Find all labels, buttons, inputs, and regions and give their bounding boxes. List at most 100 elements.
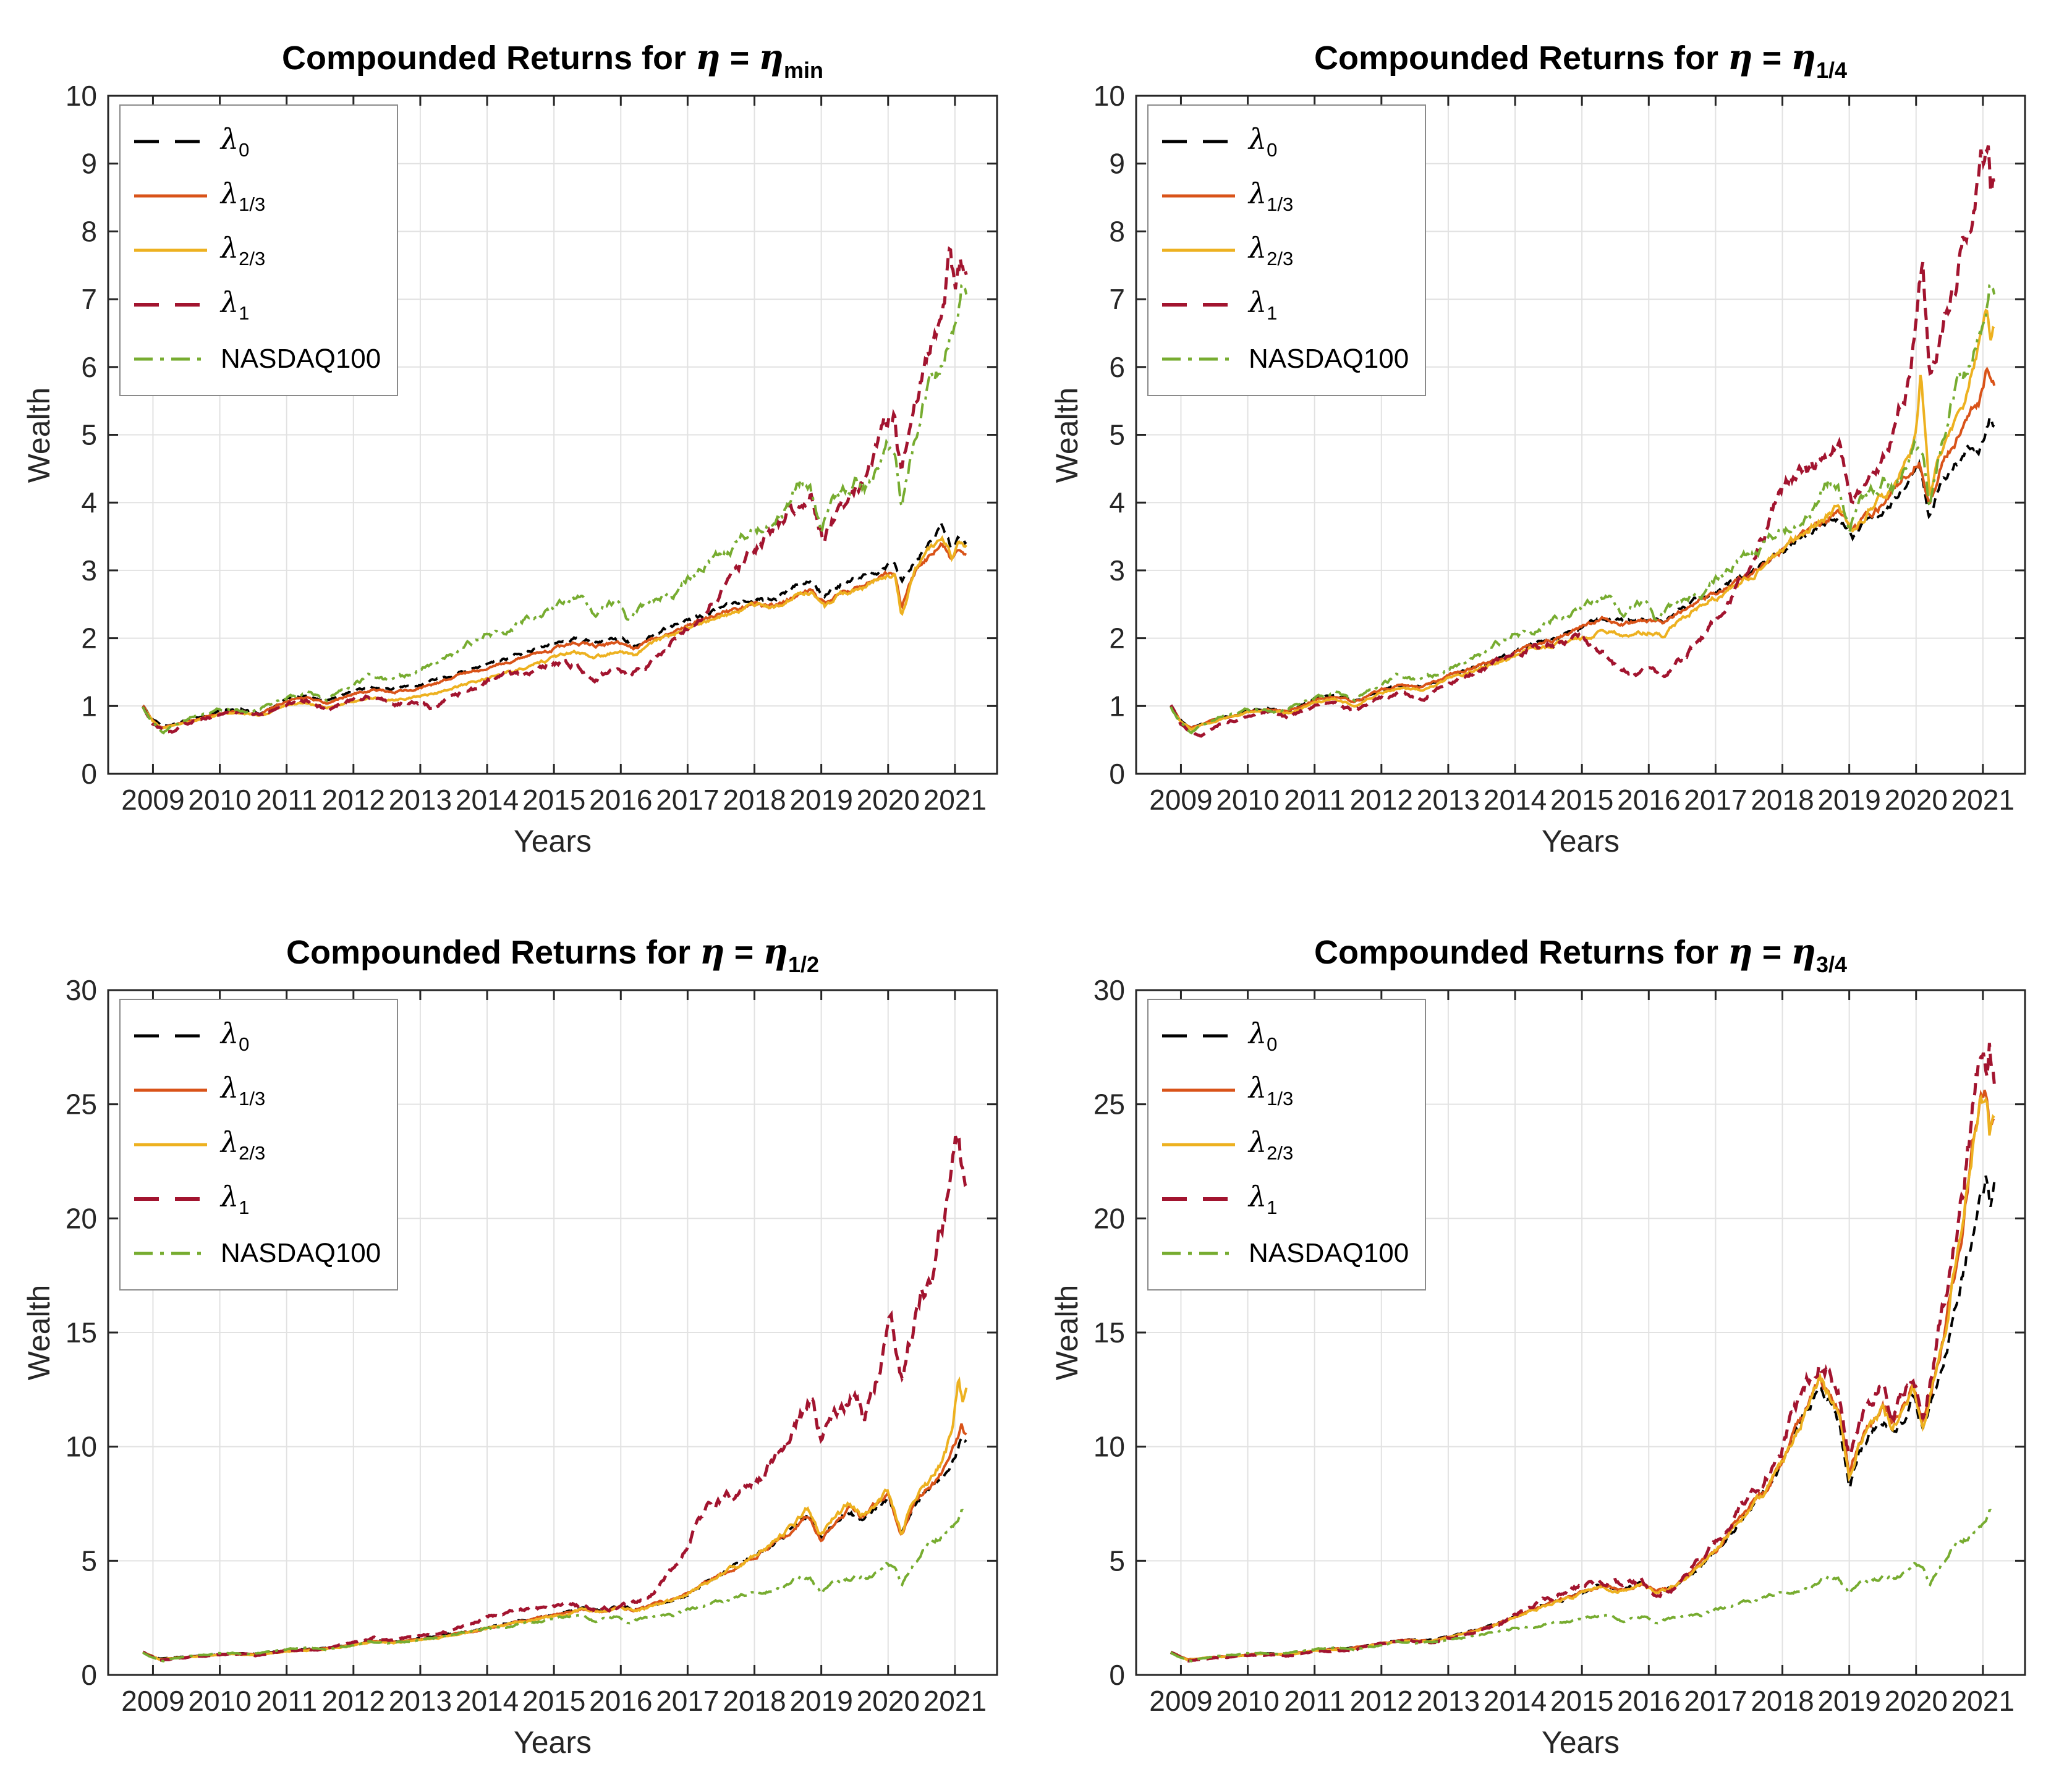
y-tick-label: 10 xyxy=(66,1431,97,1463)
title-subscript: min xyxy=(783,57,823,83)
x-tick-label: 2018 xyxy=(1751,1685,1814,1717)
x-tick-labels: 2009 2010 2011 2012 2013 2014 2015 2016 2017 2018… xyxy=(121,784,987,816)
x-tick-label: 2020 xyxy=(1885,1685,1948,1717)
legend-line-sample xyxy=(134,1252,207,1255)
y-tick-label: 0 xyxy=(1109,758,1125,790)
x-tick-label: 2016 xyxy=(589,1685,652,1717)
y-tick-label: 15 xyxy=(66,1316,97,1349)
legend-item-lambda-2-3: λ2/3 xyxy=(133,1117,381,1172)
legend-line-sample xyxy=(1162,248,1235,252)
x-tick-label: 2018 xyxy=(1751,784,1814,816)
legend-line-sample xyxy=(134,1034,207,1038)
eta-symbol: η xyxy=(1791,931,1816,972)
x-tick-label: 2016 xyxy=(1617,1685,1680,1717)
y-tick-label: 30 xyxy=(66,974,97,1006)
series-line-lambda-0 xyxy=(142,519,967,728)
legend-line-sample xyxy=(1162,1034,1235,1038)
y-tick-label: 10 xyxy=(66,80,97,112)
chart-title-eta-1-2: Compounded Returns for η = η1/2 xyxy=(108,931,997,978)
x-axis-label: Years xyxy=(513,824,592,858)
legend-item-lambda-2-3: λ2/3 xyxy=(133,223,381,278)
chart-title-eta-min: Compounded Returns for η = ηmin xyxy=(108,37,997,83)
x-tick-label: 2014 xyxy=(456,1685,519,1717)
x-tick-label: 2010 xyxy=(188,1685,251,1717)
x-tick-label: 2009 xyxy=(1149,1685,1212,1717)
legend-label: λ1/3 xyxy=(221,1070,266,1109)
eta-symbol: η xyxy=(1727,37,1753,78)
legend-line-sample xyxy=(134,303,207,307)
y-tick-label: 2 xyxy=(1109,622,1125,655)
legend-item-lambda-1-3: λ1/3 xyxy=(1161,1063,1409,1117)
y-tick-label: 5 xyxy=(81,419,97,451)
eta-symbol: η xyxy=(758,37,784,78)
y-tick-label: 0 xyxy=(81,1659,97,1691)
y-tick-label: 25 xyxy=(66,1088,97,1121)
title-text: Compounded Returns for xyxy=(286,934,700,971)
legend-label: NASDAQ100 xyxy=(221,1238,381,1268)
x-tick-label: 2013 xyxy=(389,1685,452,1717)
legend-label: NASDAQ100 xyxy=(1249,1238,1409,1268)
x-tick-label: 2021 xyxy=(1951,1685,2015,1717)
eta-symbol: η xyxy=(695,37,721,78)
x-tick-label: 2015 xyxy=(522,784,585,816)
legend-label: λ2/3 xyxy=(221,1125,266,1164)
x-tick-label: 2018 xyxy=(723,784,786,816)
x-tick-label: 2019 xyxy=(789,784,852,816)
x-tick-label: 2016 xyxy=(1617,784,1680,816)
legend-item-lambda-1: λ1 xyxy=(1161,1172,1409,1226)
x-tick-labels: 2009 2010 2011 2012 2013 2014 2015 2016 2017 2018… xyxy=(1149,784,2015,816)
y-axis-label: Wealth xyxy=(22,1284,56,1381)
y-tick-label: 5 xyxy=(1109,1545,1125,1577)
x-tick-label: 2010 xyxy=(188,784,251,816)
y-tick-label: 0 xyxy=(81,758,97,790)
legend-line-sample xyxy=(1162,1143,1235,1146)
y-tick-labels: 0 1 2 3 4 5 6 7 8 9 10 xyxy=(66,80,97,790)
x-tick-label: 2019 xyxy=(1817,1685,1880,1717)
legend-item-lambda-1: λ1 xyxy=(1161,278,1409,332)
y-tick-label: 4 xyxy=(81,486,97,519)
legend-item-nasdaq100: NASDAQ100 xyxy=(1161,332,1409,386)
series-group xyxy=(141,246,968,735)
x-tick-label: 2014 xyxy=(1484,1685,1547,1717)
x-tick-label: 2017 xyxy=(656,784,719,816)
legend-item-lambda-1: λ1 xyxy=(133,278,381,332)
legend-label: λ1 xyxy=(1249,1179,1278,1218)
x-tick-label: 2019 xyxy=(1817,784,1880,816)
series-line-lambda-1 xyxy=(1170,144,1996,738)
y-tick-labels: 0 5 10 15 20 25 30 xyxy=(1093,974,1125,1691)
legend-line-sample xyxy=(134,1143,207,1146)
x-tick-label: 2014 xyxy=(456,784,519,816)
legend: λ0 λ1/3 λ2/3 λ1 NASDAQ100 xyxy=(1147,999,1427,1290)
x-tick-labels: 2009 2010 2011 2012 2013 2014 2015 2016 2017 2018… xyxy=(121,1685,987,1717)
legend-item-lambda-0: λ0 xyxy=(1161,114,1409,169)
legend-item-lambda-2-3: λ2/3 xyxy=(1161,223,1409,278)
y-tick-label: 3 xyxy=(81,554,97,587)
series-group xyxy=(1170,144,1996,738)
legend-label: λ2/3 xyxy=(1249,231,1294,269)
y-tick-label: 1 xyxy=(1109,690,1125,722)
series-line-nasdaq100 xyxy=(1170,1509,1995,1663)
series-line-lambda-1 xyxy=(1170,1043,1996,1663)
legend-line-sample xyxy=(134,1197,207,1201)
title-subscript: 3/4 xyxy=(1815,952,1847,977)
legend-line-sample xyxy=(134,140,207,143)
x-tick-label: 2010 xyxy=(1216,784,1279,816)
title-equals: = xyxy=(1752,934,1791,971)
series-line-nasdaq100 xyxy=(142,1509,967,1663)
title-text: Compounded Returns for xyxy=(1314,40,1728,77)
x-tick-label: 2013 xyxy=(1417,784,1480,816)
legend-line-sample xyxy=(1162,1088,1235,1092)
x-tick-label: 2013 xyxy=(389,784,452,816)
y-tick-label: 0 xyxy=(1109,1659,1125,1691)
legend-item-nasdaq100: NASDAQ100 xyxy=(133,1226,381,1281)
y-tick-label: 2 xyxy=(81,622,97,655)
legend-line-sample xyxy=(1162,194,1235,198)
y-tick-label: 7 xyxy=(81,283,97,315)
legend: λ0 λ1/3 λ2/3 λ1 NASDAQ100 xyxy=(119,999,399,1290)
x-tick-label: 2016 xyxy=(589,784,652,816)
legend-label: λ2/3 xyxy=(1249,1125,1294,1164)
x-tick-label: 2017 xyxy=(1684,1685,1747,1717)
legend-label: λ1 xyxy=(1249,285,1278,324)
legend-line-sample xyxy=(134,194,207,198)
